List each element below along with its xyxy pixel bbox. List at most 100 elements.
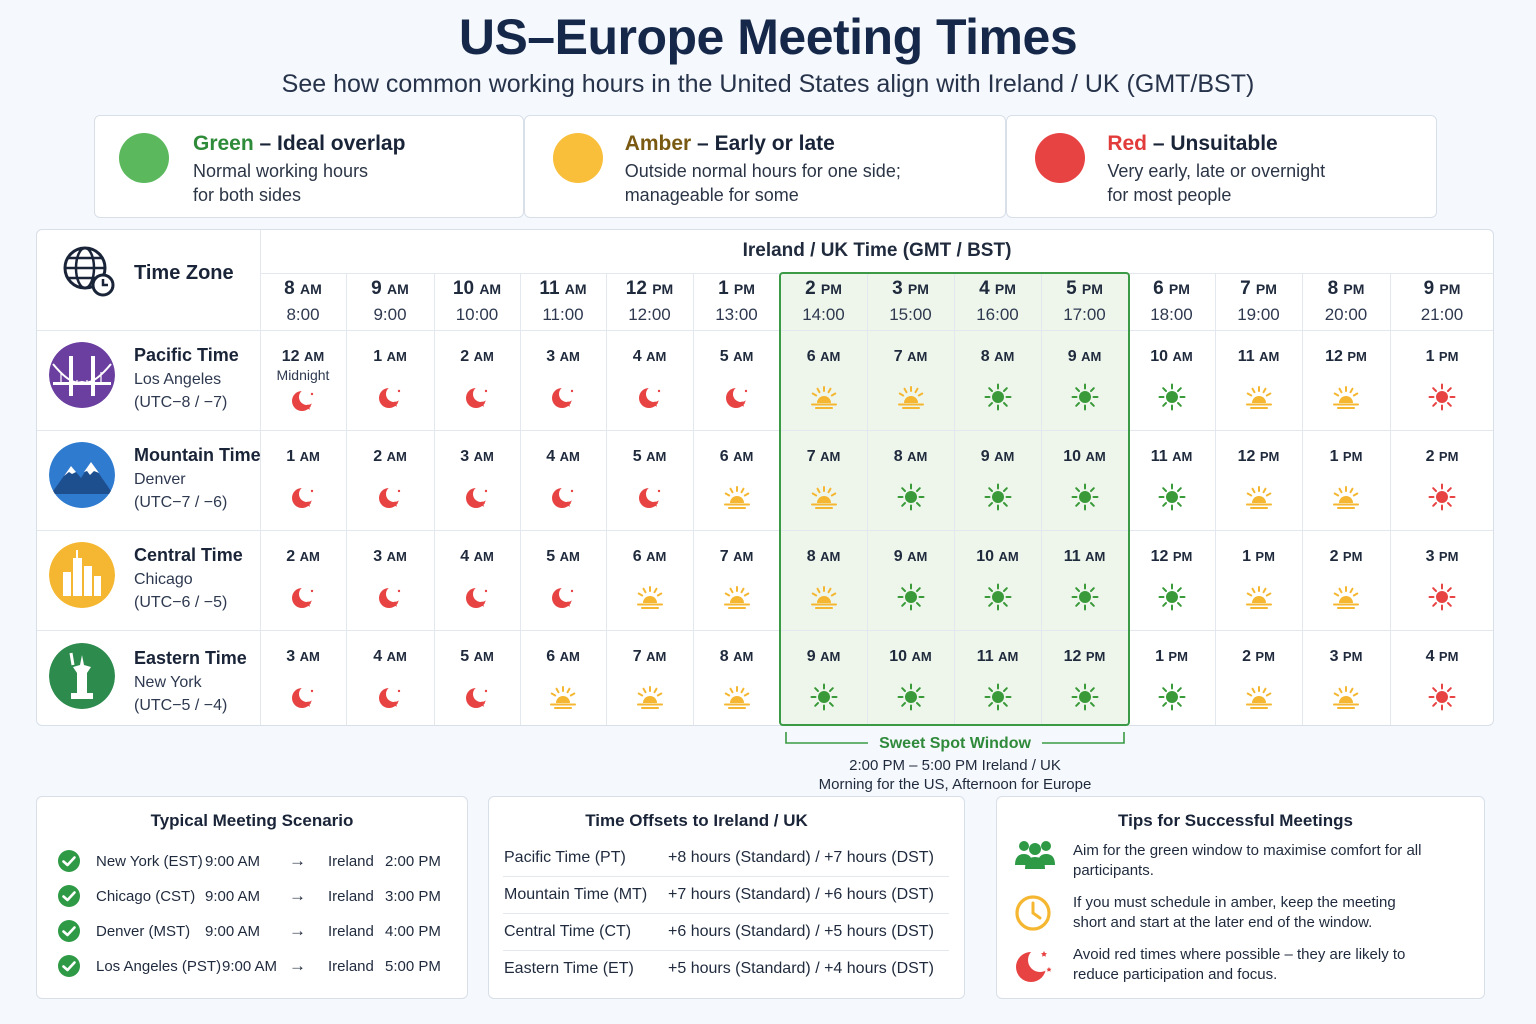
grid-hline: [37, 530, 1493, 531]
local-hour: 1: [1425, 348, 1435, 365]
local-time: 4 AM: [520, 448, 606, 466]
local-ampm: PM: [1347, 349, 1367, 364]
local-hour: 3: [1329, 648, 1339, 665]
sun-icon: [1158, 383, 1185, 411]
red-sun-icon: [1428, 683, 1456, 711]
local-time: 2 PM: [1302, 548, 1390, 566]
local-time: 1 PM: [1215, 548, 1302, 566]
scenario-us-zone: Denver (MST): [96, 923, 191, 940]
local-ampm: AM: [559, 449, 580, 464]
time-cell: 5 AM: [520, 548, 606, 612]
sunrise-icon: [810, 386, 837, 409]
local-ampm: AM: [473, 349, 494, 364]
time-cell: 5 AM: [693, 348, 780, 412]
grid-vline: [954, 273, 955, 725]
moon-icon: [1016, 948, 1052, 982]
row-header-mountain: Mountain Time Denver (UTC−7 / −6): [134, 445, 261, 512]
column-time-12h: 2 PM: [780, 278, 867, 300]
zone-city: New York: [134, 674, 202, 691]
check-circle-icon: [58, 850, 80, 872]
zone-name: Central Time: [134, 545, 243, 565]
local-ampm: AM: [907, 549, 928, 564]
time-cell: 10 AM: [867, 648, 954, 712]
local-ampm: AM: [911, 649, 932, 664]
column-time-24h: 17:00: [1063, 305, 1106, 324]
local-hour: 12: [1150, 548, 1169, 565]
local-time: 9 AM: [1041, 348, 1128, 366]
column-time-12h: 6 PM: [1128, 278, 1215, 300]
moon-icon: [292, 586, 315, 608]
sunrise-icon: [897, 386, 924, 409]
time-cell: 10 AM: [954, 548, 1041, 612]
column-ampm: AM: [387, 281, 409, 297]
offset-separator: [503, 950, 949, 951]
red-sun-icon: [1428, 483, 1456, 511]
column-header: 7 PM 19:00: [1215, 278, 1302, 325]
column-header: 9 AM 9:00: [346, 278, 434, 325]
offset-value: +7 hours (Standard) / +6 hours (DST): [668, 886, 934, 903]
column-header: 12 PM 12:00: [606, 278, 693, 325]
sun-icon: [897, 583, 924, 611]
time-cell: 2 AM: [346, 448, 434, 512]
moon-icon: [466, 386, 489, 408]
local-ampm: AM: [386, 349, 407, 364]
zone-city: Chicago: [134, 571, 193, 588]
local-hour: 10: [889, 648, 908, 665]
local-ampm: AM: [998, 549, 1019, 564]
column-ampm: AM: [564, 281, 587, 297]
legend-red-description: Very early, late or overnight for most p…: [1107, 161, 1326, 205]
local-time: 3 AM: [260, 648, 346, 666]
time-cell: 7 AM: [606, 648, 693, 712]
sunrise-icon: [1333, 586, 1359, 609]
time-cell: 5 AM: [434, 648, 520, 712]
scenario-us-time: 9:00 AM: [205, 853, 261, 870]
column-time-24h: 21:00: [1420, 305, 1464, 324]
column-ampm: PM: [652, 281, 674, 297]
column-time-24h: 19:00: [1237, 305, 1280, 324]
local-hour: 11: [1237, 348, 1255, 365]
local-ampm: AM: [386, 549, 407, 564]
scenario-us-zone: New York (EST): [96, 853, 203, 870]
column-header: 5 PM 17:00: [1041, 278, 1128, 325]
column-time-24h: 10:00: [455, 305, 499, 324]
time-zone-label: Time Zone: [134, 262, 234, 284]
time-cell: 12 PM: [1041, 648, 1128, 712]
local-ampm: AM: [820, 449, 841, 464]
local-ampm: AM: [820, 649, 841, 664]
sunrise-icon: [636, 586, 663, 609]
local-time: 5 AM: [606, 448, 693, 466]
local-hour: 10: [1063, 448, 1082, 465]
local-hour: 3: [1425, 548, 1435, 565]
globe-clock-icon: [63, 246, 115, 297]
local-hour: 3: [373, 548, 383, 565]
scenario-destination: Ireland: [328, 853, 374, 870]
local-ampm: AM: [299, 549, 320, 564]
column-hour: 4: [979, 278, 990, 299]
local-ampm: AM: [299, 649, 320, 664]
column-header: 9 PM 21:00: [1390, 278, 1494, 325]
local-hour: 9: [806, 648, 816, 665]
time-cell: 12 PM: [1215, 448, 1302, 512]
column-time-24h: 14:00: [802, 305, 845, 324]
legend-green-title: – Ideal overlap: [253, 132, 406, 155]
local-ampm: AM: [559, 649, 580, 664]
sunrise-icon: [1333, 386, 1359, 409]
local-hour: 12: [1063, 648, 1082, 665]
scenario-destination-time: 4:00 PM: [385, 923, 441, 940]
local-hour: 1: [373, 348, 383, 365]
red-sun-icon: [1428, 583, 1456, 611]
scenario-us-time: 9:00 AM: [205, 888, 261, 905]
offsets-title: Time Offsets to Ireland / UK: [585, 811, 808, 830]
column-ampm: PM: [820, 281, 842, 297]
time-cell: 8 AM: [693, 648, 780, 712]
local-ampm: AM: [1259, 349, 1280, 364]
time-cell: 1 PM: [1128, 648, 1215, 712]
sun-icon: [1158, 483, 1185, 511]
column-header: 1 PM 13:00: [693, 278, 780, 325]
column-hour: 9: [371, 278, 382, 299]
time-cell: 7 AM: [780, 448, 867, 512]
time-cell: 4 PM: [1390, 648, 1494, 712]
sunrise-icon: [1333, 686, 1359, 709]
local-ampm: AM: [473, 449, 494, 464]
column-ampm: PM: [994, 281, 1016, 297]
